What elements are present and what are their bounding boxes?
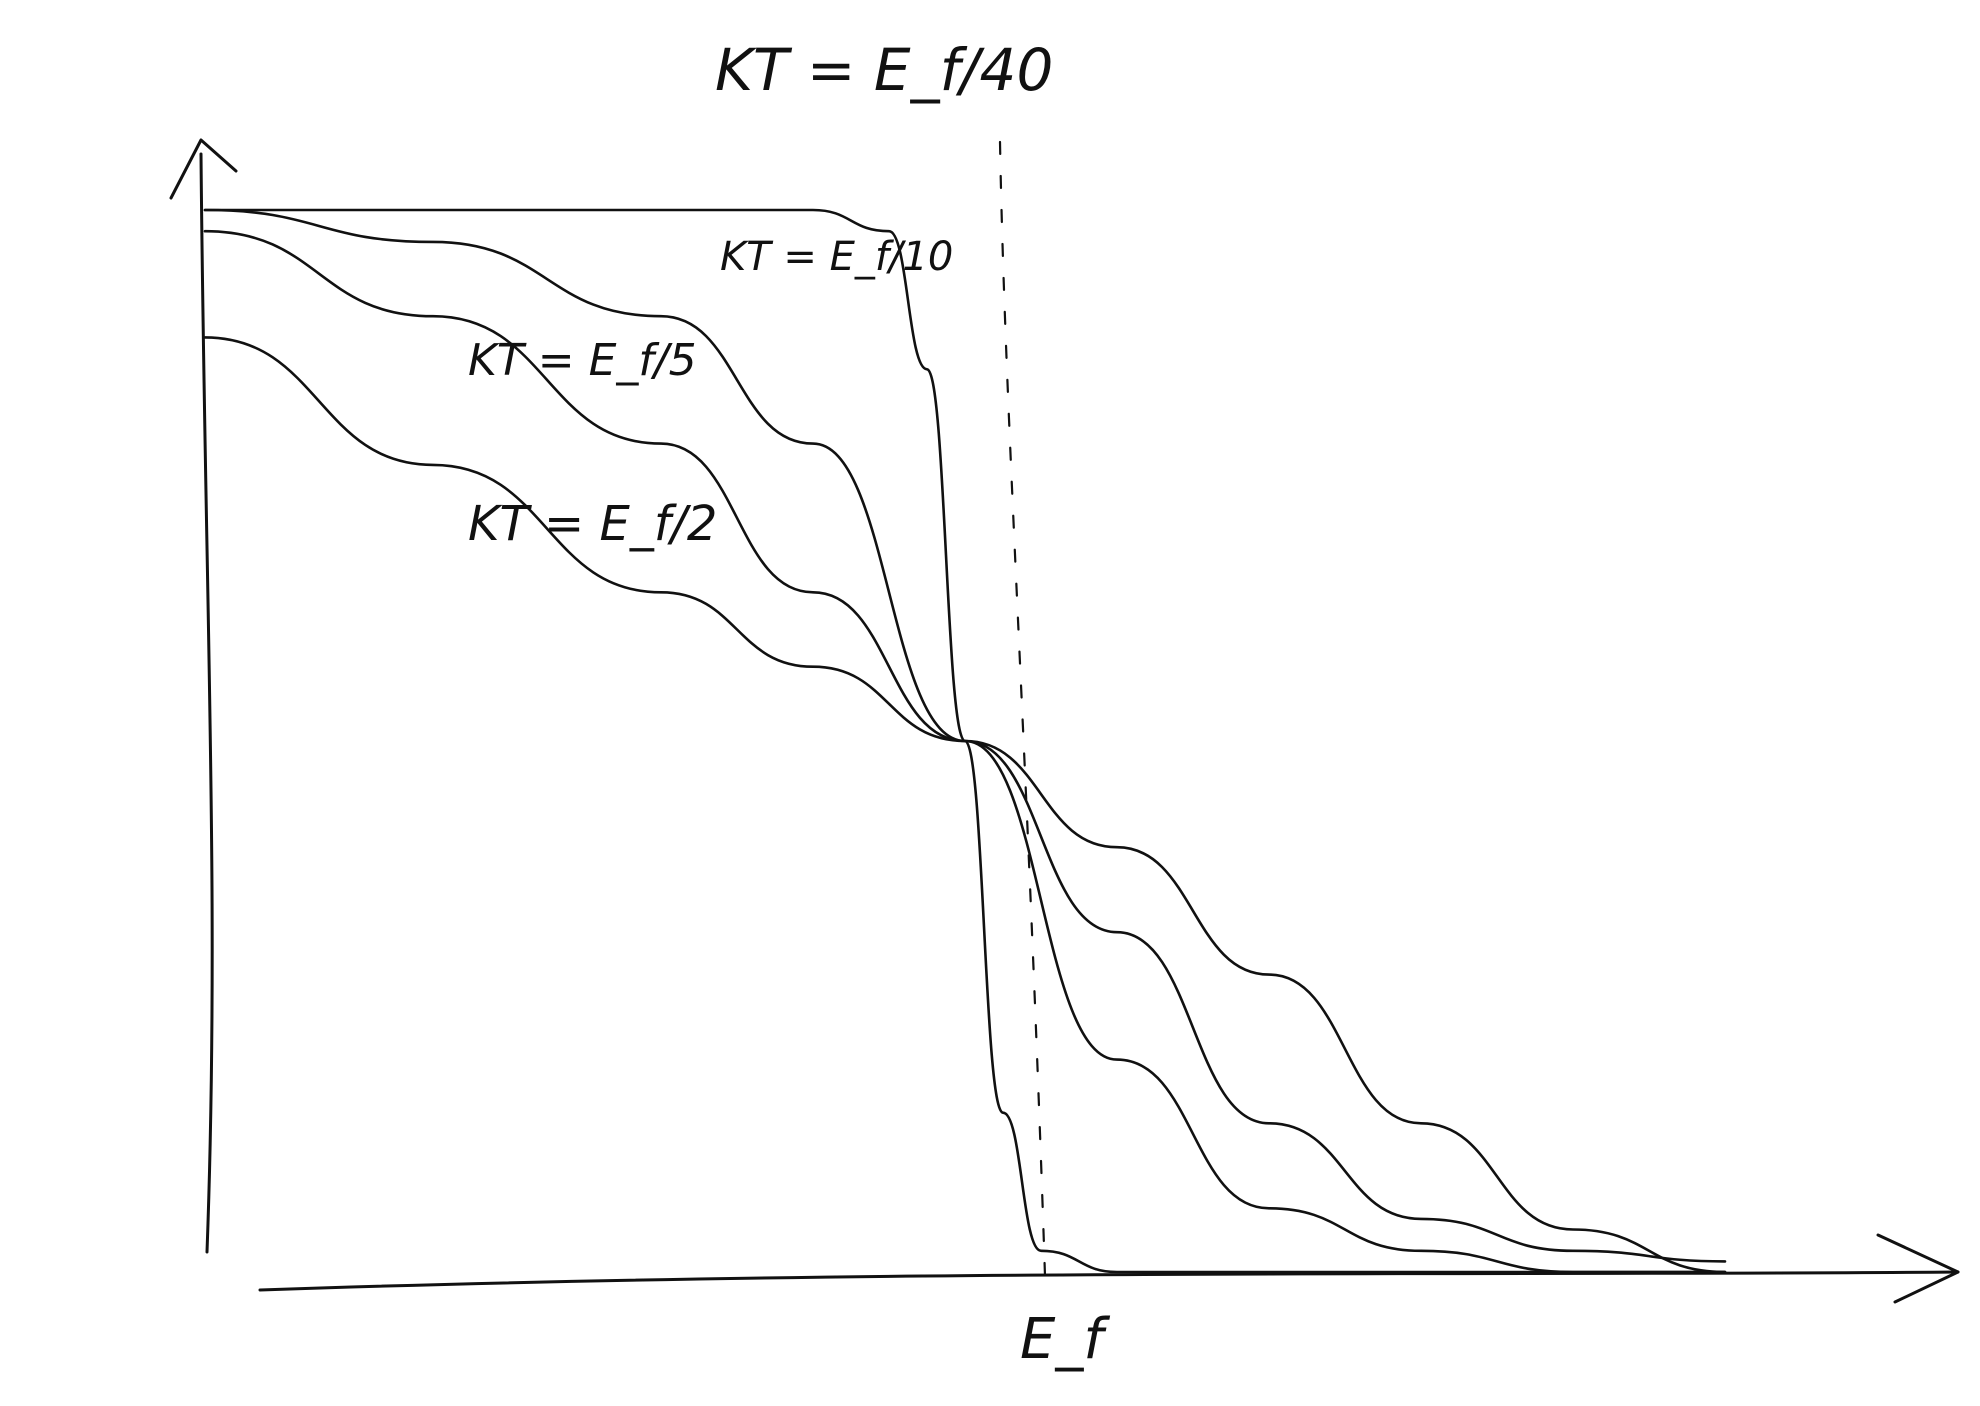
y-axis-line xyxy=(199,152,214,1254)
x-axis-arrowhead-icon xyxy=(1876,1233,1960,1304)
labels: E_f KT = E_f/40 KT = E_f/10 KT = E_f/5 K… xyxy=(468,36,1110,1372)
fermi-energy-dashed-line xyxy=(998,140,1047,1278)
fermi-energy-tick-label: E_f xyxy=(1020,1307,1110,1372)
axes xyxy=(169,138,1960,1304)
x-axis-line xyxy=(258,1270,1960,1292)
y-axis-arrowhead-icon xyxy=(169,138,238,200)
series-line-1 xyxy=(203,208,1727,1274)
series-line-3 xyxy=(203,336,1727,1274)
series-label-ef2: KT = E_f/2 xyxy=(468,496,717,552)
series-label-ef10: KT = E_f/10 xyxy=(720,234,953,280)
curve-layer xyxy=(203,208,1727,1274)
series-line-2 xyxy=(203,229,1727,1263)
series-label-ef5: KT = E_f/5 xyxy=(468,335,697,386)
vertical-line-label: KT = E_f/40 xyxy=(715,36,1053,104)
